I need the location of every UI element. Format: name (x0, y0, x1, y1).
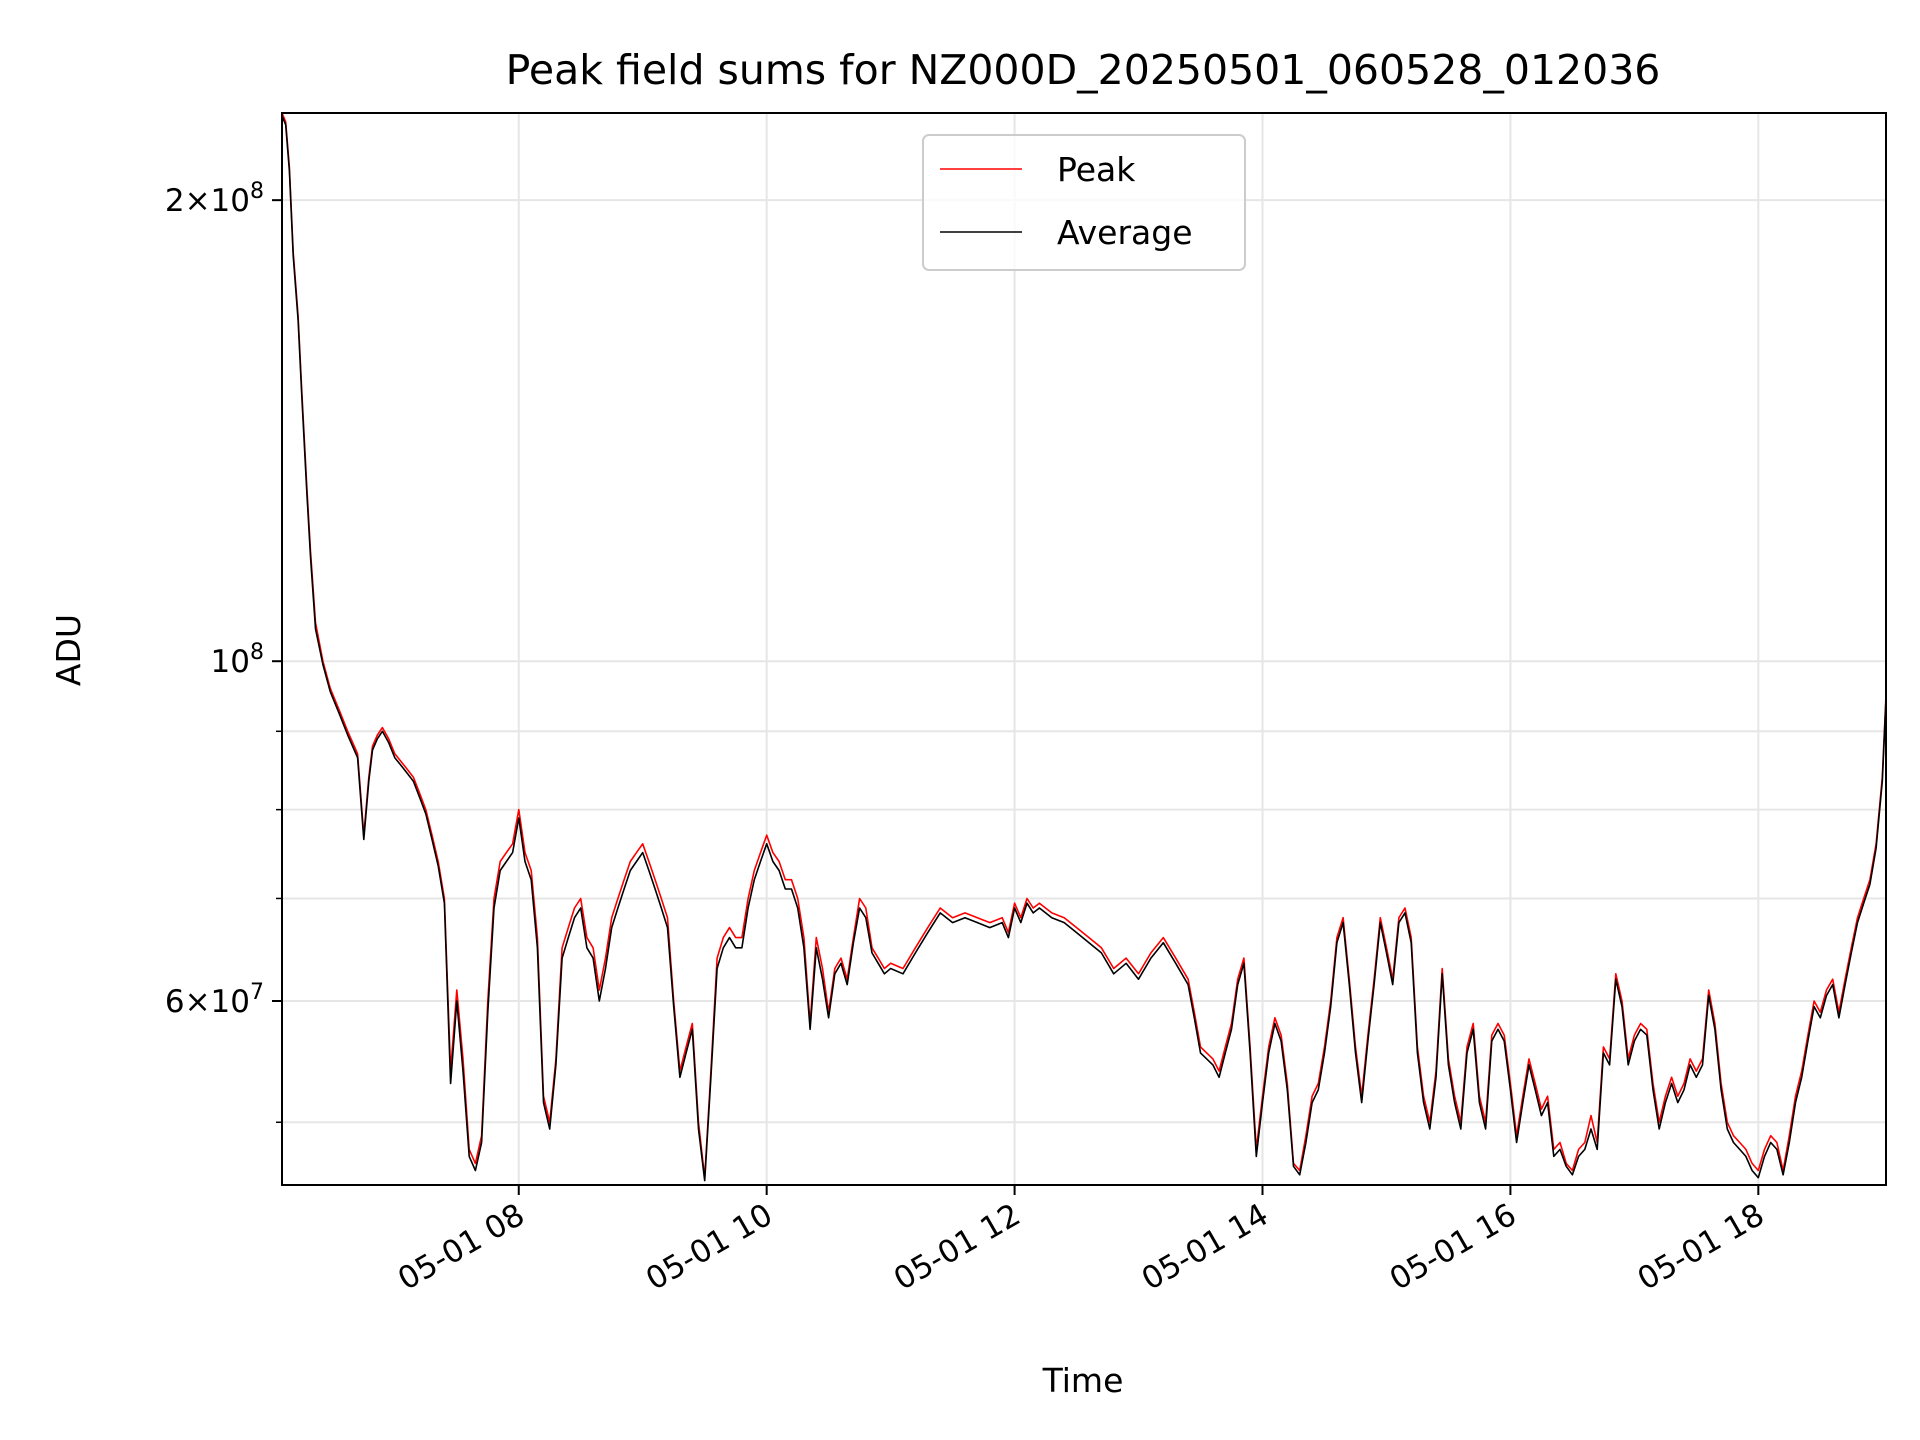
series-layer (281, 112, 1887, 1182)
plot-area (282, 113, 1886, 1185)
series-line-peak (281, 112, 1887, 1179)
legend-label-average: Average (1057, 213, 1193, 252)
series-line-average (281, 115, 1887, 1182)
y-axis-label: ADU (49, 614, 88, 686)
chart-title: Peak field sums for NZ000D_20250501_0605… (506, 46, 1661, 94)
y-tick-label: 2×108 (165, 179, 264, 219)
y-tick-label: 108 (211, 640, 264, 680)
legend-label-peak: Peak (1057, 150, 1136, 189)
y-axis: 2×108 108 6×107 (165, 179, 282, 1124)
y-tick-label: 6×107 (165, 980, 264, 1020)
plot-frame (281, 112, 1887, 1186)
legend: Peak Average (922, 134, 1246, 271)
x-axis-label: Time (1042, 1361, 1124, 1400)
